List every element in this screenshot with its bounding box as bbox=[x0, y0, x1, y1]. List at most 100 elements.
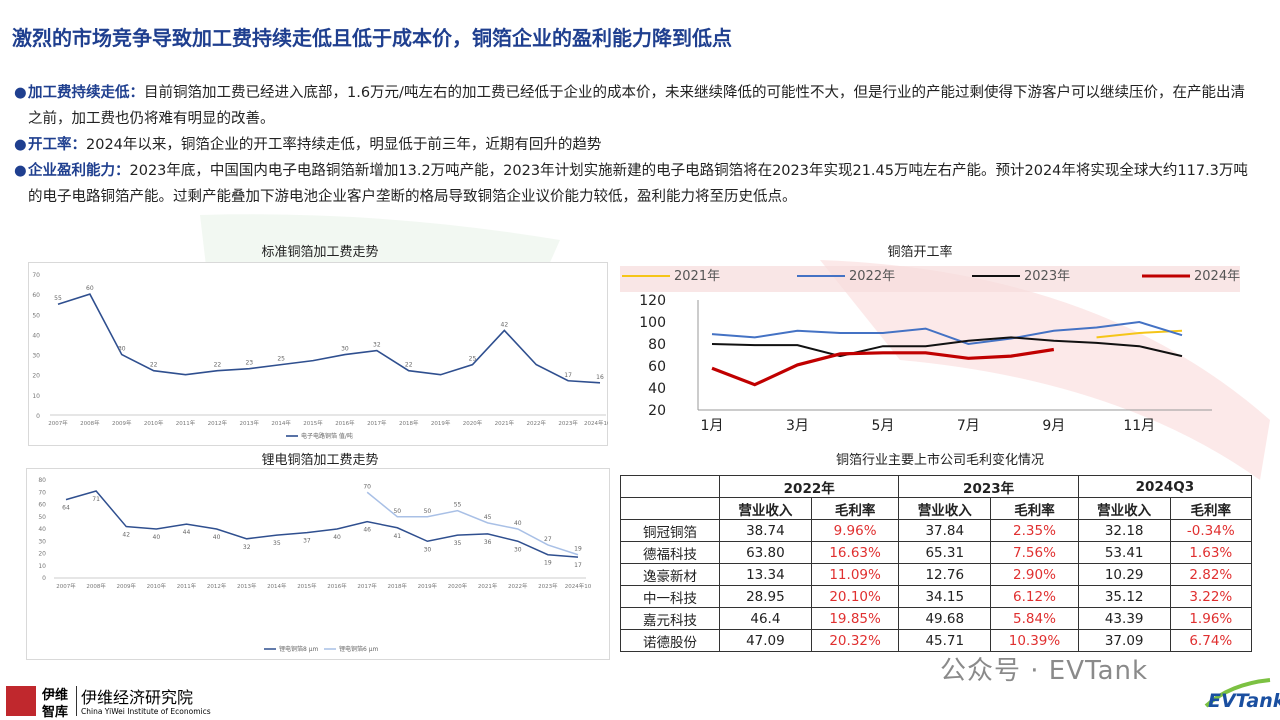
x-tick-label: 5月 bbox=[871, 418, 894, 434]
logo-name: 伊维经济研究院 bbox=[81, 688, 194, 707]
revenue-cell: 45.71 bbox=[898, 629, 992, 652]
bullet-text: 2023年底，中国国内电子电路铜箔新增加13.2万吨产能，2023年计划实施新建… bbox=[28, 163, 1248, 205]
x-tick-label: 2017年 bbox=[367, 419, 387, 427]
revenue-cell: 35.12 bbox=[1077, 585, 1171, 608]
table-corner bbox=[620, 475, 720, 498]
margin-cell: 19.85% bbox=[810, 607, 900, 630]
legend-label: 锂电铜箔6 μm bbox=[339, 645, 379, 653]
x-tick-label: 3月 bbox=[786, 418, 809, 434]
x-tick-label: 2016年 bbox=[335, 419, 355, 427]
y-tick-label: 20 bbox=[32, 373, 40, 380]
logo-divider bbox=[76, 686, 77, 716]
data-label: 41 bbox=[393, 533, 401, 540]
data-label: 30 bbox=[118, 346, 126, 353]
x-tick-label: 2009年 bbox=[112, 419, 132, 427]
revenue-cell: 28.95 bbox=[719, 585, 812, 608]
legend-label: 2023年 bbox=[1024, 269, 1070, 284]
revenue-cell: 37.09 bbox=[1077, 629, 1171, 652]
margin-cell: 9.96% bbox=[810, 519, 900, 542]
company-name: 中一科技 bbox=[620, 585, 720, 608]
data-label: 42 bbox=[122, 532, 130, 539]
bullet-dot-icon: ● bbox=[14, 163, 27, 179]
legend-background bbox=[620, 266, 1240, 292]
x-tick-label: 2020年 bbox=[463, 419, 483, 427]
y-tick-label: 0 bbox=[42, 575, 46, 582]
data-label: 46 bbox=[363, 527, 371, 534]
margin-cell: 2.35% bbox=[990, 519, 1079, 542]
company-name: 诺德股份 bbox=[620, 629, 720, 652]
bullet-text: 目前铜箔加工费已经进入底部，1.6万元/吨左右的加工费已经低于企业的成本价，未来… bbox=[28, 85, 1245, 127]
table-header-row: 2022年 2023年 2024Q3 bbox=[620, 475, 1253, 498]
legend-label: 锂电铜箔8 μm bbox=[279, 645, 319, 653]
y-tick-label: 120 bbox=[639, 293, 666, 309]
x-tick-label: 2022年 bbox=[526, 419, 546, 427]
x-tick-label: 2008年 bbox=[86, 582, 106, 590]
table-row: 中一科技 28.95 20.10% 34.15 6.12% 35.12 3.22% bbox=[620, 585, 1253, 608]
bullet-dot-icon: ● bbox=[14, 137, 27, 153]
y-tick-label: 50 bbox=[38, 514, 46, 521]
margin-cell: 6.12% bbox=[990, 585, 1079, 608]
data-label: 30 bbox=[424, 546, 432, 553]
year-header: 2023年 bbox=[898, 475, 1079, 498]
company-name: 铜冠铜箔 bbox=[620, 519, 720, 542]
revenue-cell: 43.39 bbox=[1077, 607, 1171, 630]
y-tick-label: 40 bbox=[32, 332, 40, 339]
data-label: 22 bbox=[405, 362, 413, 369]
y-tick-label: 60 bbox=[38, 502, 46, 509]
x-tick-label: 2008年 bbox=[80, 419, 100, 427]
bullet-item: ● 加工费持续走低：目前铜箔加工费已经进入底部，1.6万元/吨左右的加工费已经低于… bbox=[14, 80, 1254, 132]
x-tick-label: 2010年 bbox=[147, 582, 167, 590]
revenue-cell: 65.31 bbox=[898, 541, 992, 564]
bullet-key: 开工率： bbox=[28, 137, 86, 153]
data-label: 45 bbox=[484, 514, 492, 521]
margin-cell: 7.56% bbox=[990, 541, 1079, 564]
data-label: 17 bbox=[574, 562, 582, 569]
x-tick-label: 9月 bbox=[1042, 418, 1065, 434]
x-tick-label: 2018年 bbox=[399, 419, 419, 427]
legend-label: 2021年 bbox=[674, 269, 720, 284]
margin-cell: 3.22% bbox=[1169, 585, 1253, 608]
data-label: 22 bbox=[214, 362, 222, 369]
y-tick-label: 60 bbox=[648, 359, 666, 375]
data-label: 30 bbox=[514, 546, 522, 553]
bullet-key: 企业盈利能力： bbox=[28, 163, 130, 179]
evtank-text: EVTank bbox=[1208, 690, 1280, 712]
x-tick-label: 2021年 bbox=[495, 419, 515, 427]
subheader: 毛利率 bbox=[990, 497, 1079, 520]
y-tick-label: 0 bbox=[36, 413, 40, 420]
x-tick-label: 2024年10 bbox=[565, 582, 592, 590]
legend-label: 电子电路铜箔 值/吨 bbox=[301, 432, 353, 440]
y-tick-label: 70 bbox=[32, 272, 40, 279]
revenue-cell: 32.18 bbox=[1077, 519, 1171, 542]
x-tick-label: 2024年10月 bbox=[584, 419, 608, 427]
y-tick-label: 30 bbox=[38, 538, 46, 545]
bullet-dot-icon: ● bbox=[14, 85, 27, 101]
data-label: 70 bbox=[363, 483, 371, 490]
x-tick-label: 2014年 bbox=[267, 582, 287, 590]
table-body: 铜冠铜箔 38.74 9.96% 37.84 2.35% 32.18 -0.34% 德福科技 6… bbox=[620, 519, 1253, 652]
x-tick-label: 2019年 bbox=[431, 419, 451, 427]
margin-cell: 2.90% bbox=[990, 563, 1079, 586]
margin-cell: 2.82% bbox=[1169, 563, 1253, 586]
x-tick-label: 2010年 bbox=[144, 419, 164, 427]
subheader: 营业收入 bbox=[1077, 497, 1171, 520]
logo-english: China YiWei Institute of Economics bbox=[81, 707, 211, 716]
series-line-2022年 bbox=[711, 320, 1183, 346]
bullet-item: ● 企业盈利能力：2023年底，中国国内电子电路铜箔新增加13.2万吨产能，202… bbox=[14, 158, 1254, 210]
data-label: 32 bbox=[373, 342, 381, 349]
revenue-cell: 49.68 bbox=[898, 607, 992, 630]
margin-cell: 20.10% bbox=[810, 585, 900, 608]
subheader: 毛利率 bbox=[810, 497, 900, 520]
revenue-cell: 53.41 bbox=[1077, 541, 1171, 564]
series-line bbox=[366, 491, 579, 556]
subheader: 毛利率 bbox=[1169, 497, 1253, 520]
legend-label: 2024年 bbox=[1194, 269, 1240, 284]
x-tick-label: 2009年 bbox=[116, 582, 136, 590]
revenue-cell: 13.34 bbox=[719, 563, 812, 586]
margin-cell: 20.32% bbox=[810, 629, 900, 652]
data-label: 23 bbox=[245, 360, 253, 367]
x-tick-label: 2013年 bbox=[240, 419, 260, 427]
chart3-frame bbox=[26, 468, 610, 660]
y-tick-label: 20 bbox=[648, 403, 666, 419]
year-header: 2024Q3 bbox=[1077, 475, 1253, 498]
